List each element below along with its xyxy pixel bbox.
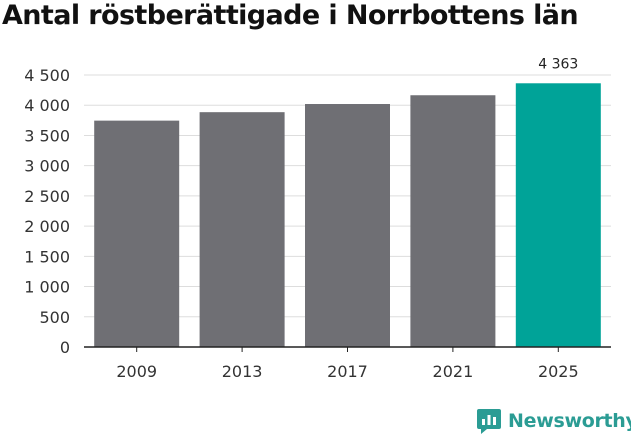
data-labels: 4 363 (538, 56, 578, 72)
brand-logo: Newsworthy (476, 408, 631, 434)
x-tick-label: 2021 (433, 362, 474, 381)
bars (94, 83, 601, 348)
y-tick-label: 500 (39, 308, 70, 327)
y-tick-label: 3 500 (24, 126, 70, 145)
bar-2013 (199, 112, 285, 347)
x-tick-label: 2025 (538, 362, 579, 381)
y-tick-label: 3 000 (24, 157, 70, 176)
y-tick-label: 1 000 (24, 278, 70, 297)
bar-chart: 0 500 1 000 1 500 2 000 2 500 3 000 3 500 4 000 4… (24, 56, 611, 381)
bar-2017 (305, 104, 390, 347)
y-tick-label: 2 000 (24, 217, 70, 236)
brand-name: Newsworthy (508, 410, 631, 432)
x-axis-ticks: 2009 2013 2017 2021 2025 (116, 347, 579, 381)
bar-2021 (410, 95, 496, 347)
y-tick-label: 0 (60, 338, 70, 357)
y-tick-label: 2 500 (24, 187, 70, 206)
x-tick-label: 2009 (116, 362, 157, 381)
y-tick-label: 4 000 (24, 96, 70, 115)
bar-2009 (94, 120, 180, 347)
y-axis-ticks: 0 500 1 000 1 500 2 000 2 500 3 000 3 500 4 000 4… (24, 66, 70, 357)
newsworthy-logo-icon (477, 409, 501, 434)
y-tick-label: 1 500 (24, 247, 70, 266)
data-label: 4 363 (538, 56, 578, 72)
y-tick-label: 4 500 (24, 66, 70, 85)
bar-2025 (515, 83, 601, 348)
x-tick-label: 2013 (222, 362, 263, 381)
x-tick-label: 2017 (327, 362, 368, 381)
chart-title: Antal röstberättigade i Norrbottens län (2, 0, 579, 31)
